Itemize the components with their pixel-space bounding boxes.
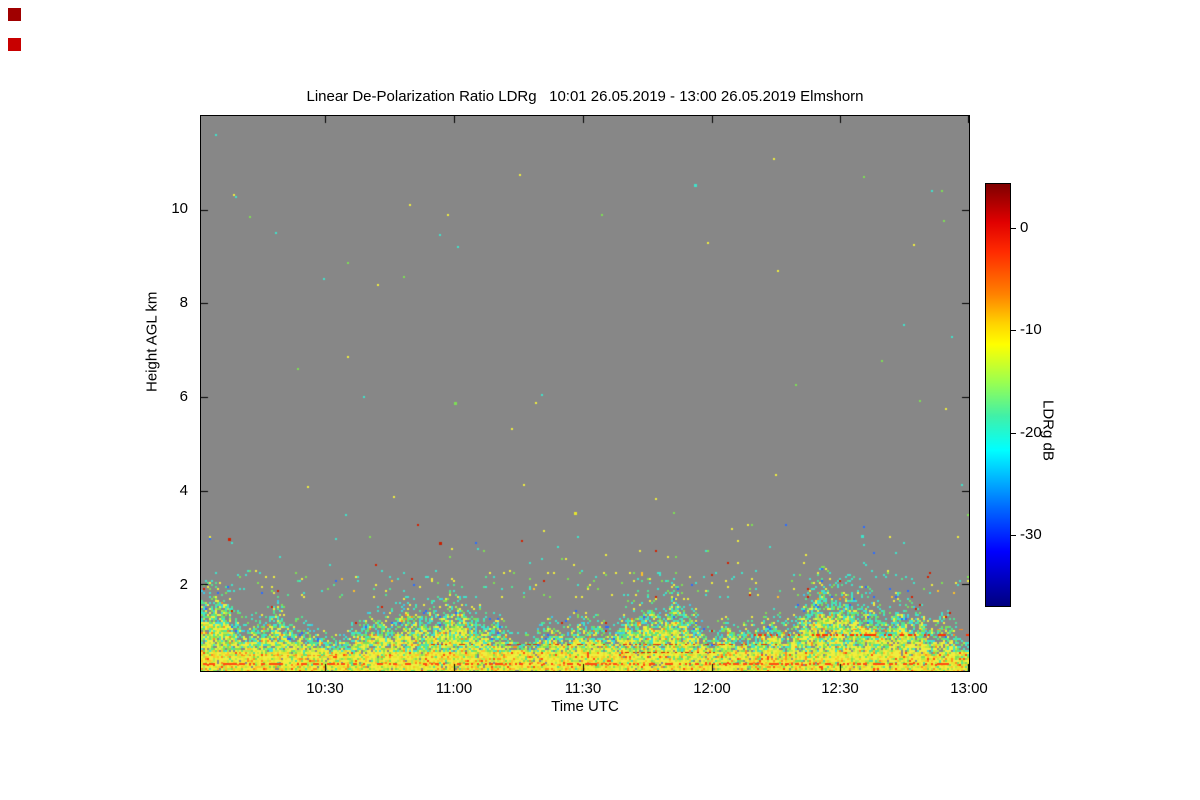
colorbar-tick-label-m30: -30 [1020, 526, 1042, 543]
y-tick-label-2: 2 [179, 576, 188, 593]
x-tick-label-1030: 10:30 [306, 680, 344, 697]
colorbar-tick-m20 [1011, 433, 1016, 434]
y-tick-label-10: 10 [171, 200, 188, 217]
colorbar-tick-label-m10: -10 [1020, 321, 1042, 338]
y-tick-label-6: 6 [179, 388, 188, 405]
plot-area [200, 115, 970, 672]
colorbar-tick-0 [1011, 228, 1016, 229]
x-tick-label-1230: 12:30 [821, 680, 859, 697]
x-tick-label-1200: 12:00 [693, 680, 731, 697]
x-tick-label-1300: 13:00 [950, 680, 988, 697]
y-tick-label-8: 8 [179, 294, 188, 311]
x-tick-label-1100: 11:00 [435, 680, 473, 697]
y-tick-label-4: 4 [179, 482, 188, 499]
x-tick-label-1130: 11:30 [564, 680, 602, 697]
x-axis-label: Time UTC [551, 698, 619, 715]
colorbar-tick-label-0: 0 [1020, 219, 1029, 236]
colorbar-tick-m30 [1011, 535, 1016, 536]
heatmap-canvas [201, 116, 969, 671]
corner-marker-square-2 [8, 38, 21, 51]
chart-title: Linear De-Polarization Ratio LDRg 10:01 … [306, 88, 864, 105]
colorbar-tick-label-m20: -20 [1020, 424, 1042, 441]
colorbar [985, 183, 1011, 607]
colorbar-tick-m10 [1011, 330, 1016, 331]
corner-marker-square-1 [8, 8, 21, 21]
